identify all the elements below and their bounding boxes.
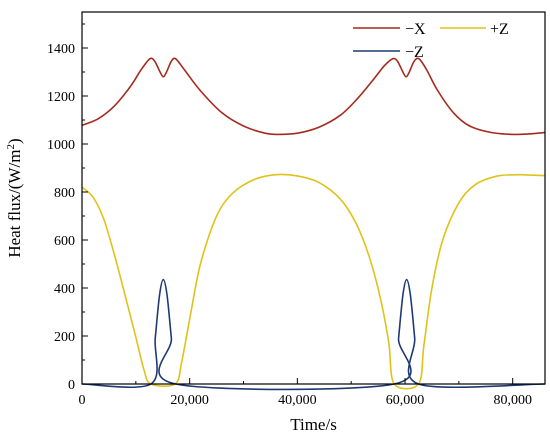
y-tick-label: 800 [54,186,75,201]
series-layer [81,57,546,391]
x-tick-label: 80,000 [493,393,532,408]
series-line-minus-z [81,278,546,391]
y-tick-label: 400 [54,282,75,297]
x-axis-title: Time/s [290,415,337,434]
x-tick-label: 20,000 [170,393,209,408]
legend: −X +Z −Z [353,21,509,61]
series-line-plus-z [81,173,546,390]
legend-label-minus-z: −Z [405,44,424,61]
y-tick-label: 0 [68,378,75,393]
plot-frame [81,11,546,385]
y-tick-label: 200 [54,330,75,345]
x-tick-label: 0 [79,393,86,408]
y-axis-title: Heat flux/(W/m2) [5,138,24,257]
y-tick-label: 600 [54,234,75,249]
x-tick-label: 40,000 [278,393,317,408]
x-tick-label: 60,000 [386,393,425,408]
y-tick-label: 1000 [47,138,75,153]
y-axis-title-tail: ) [5,138,24,144]
y-axis-title-main: Heat flux/(W/m [5,150,24,258]
y-axis-title-superscript: 2 [5,144,17,150]
y-tick-label: 1200 [47,90,75,105]
series-line-minus-x [81,57,546,136]
ticks-layer: 0 20,000 40,000 60,000 80,000 0 200 400 600 800 10… [47,23,532,408]
legend-label-plus-z: +Z [490,21,509,38]
y-tick-label: 1400 [47,42,75,57]
legend-label-minus-x: −X [405,21,426,38]
